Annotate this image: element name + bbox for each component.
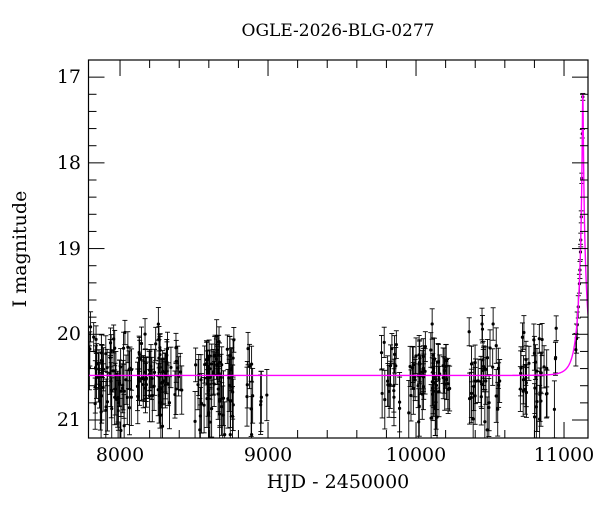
x-tick-label: 9000 <box>243 444 293 466</box>
chart-title: OGLE-2026-BLG-0277 <box>241 21 435 41</box>
y-tick-label: 17 <box>56 66 81 89</box>
y-tick-label: 18 <box>56 151 81 174</box>
x-axis-label: HJD - 2450000 <box>266 471 410 493</box>
x-tick-label: 8000 <box>95 444 145 466</box>
x-tick-label: 11000 <box>533 444 595 466</box>
y-tick-label: 20 <box>56 323 81 346</box>
x-tick-label: 10000 <box>385 444 447 466</box>
y-tick-label: 19 <box>56 237 81 260</box>
y-tick-label: 21 <box>56 409 81 431</box>
